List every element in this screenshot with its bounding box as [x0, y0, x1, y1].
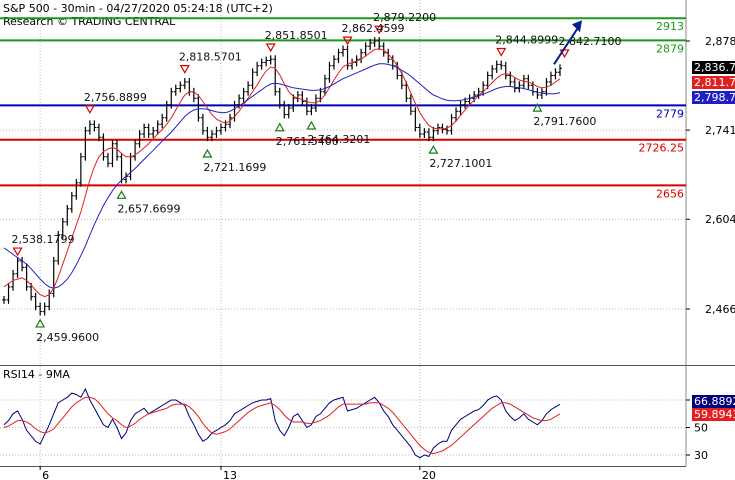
rsi-line [3, 387, 561, 459]
time-axis-label: 20 [422, 469, 436, 480]
chart-title: S&P 500 - 30min - 04/27/2020 05:24:18 (U… [3, 2, 273, 15]
rsi-axis-label: 50 [694, 422, 708, 435]
time-axis-label: 6 [42, 469, 49, 480]
swing-low-label: 2,761.5400 [276, 135, 339, 148]
rsi-ma-line [3, 396, 561, 455]
ma-fast-line [3, 48, 561, 298]
price-axis: 2,878 2,741 2,604 2,466 [686, 35, 735, 316]
rsi-axis-label: 30 [694, 449, 708, 462]
price-tag-label: 2,798.71 [694, 91, 735, 104]
swing-low-label: 2,459.9600 [36, 331, 99, 344]
swing-high-label: 2,842.7100 [559, 35, 622, 48]
level-label-support: 2656 [656, 187, 684, 200]
swing-high-label: 2,844.8999 [495, 34, 558, 47]
swing-low-label: 2,721.1699 [203, 161, 266, 174]
time-axis-label: 13 [223, 469, 237, 480]
rsi-tag-label: 66.8892 [694, 395, 735, 408]
swing-low-label: 2,727.1001 [429, 157, 492, 170]
indicator-lines [3, 387, 561, 459]
level-label-pivot: 2779 [656, 107, 684, 120]
swing-high-label: 2,862.4599 [342, 22, 405, 35]
price-axis-label: 2,741 [705, 124, 735, 137]
up-triangle-marker [306, 120, 317, 130]
down-triangle-marker [84, 105, 95, 114]
down-triangle-marker [179, 65, 190, 74]
level-label-resistance: 2879 [656, 42, 684, 55]
down-triangle-marker [374, 25, 385, 35]
swing-low-label: 2,657.6699 [118, 202, 181, 215]
indicator-gridlines [0, 366, 686, 466]
swing-high-label: 2,879.2200 [373, 11, 436, 24]
price-axis-label: 2,604 [705, 213, 735, 226]
swing-high-label: 2,756.8899 [84, 91, 147, 104]
chart-source: Research © TRADING CENTRAL [3, 15, 176, 28]
swing-markers [12, 25, 570, 328]
ma-slow-line [3, 63, 561, 289]
down-triangle-marker [265, 43, 276, 53]
up-triangle-marker [35, 318, 46, 328]
forecast-arrow-shaft [553, 25, 580, 65]
down-triangle-marker [496, 47, 507, 57]
swing-high-label: 2,851.8501 [265, 29, 328, 42]
forecast-arrow [553, 20, 582, 65]
price-tag-label: 2,836.74 [694, 61, 735, 74]
time-axis: 6 13 20 [39, 466, 436, 480]
up-triangle-marker [274, 122, 285, 132]
price-tag-label: 2,811.74 [694, 76, 735, 89]
indicator-title: RSI14 - 9MA [3, 368, 70, 381]
price-tags: 2,836.74 2,811.74 2,798.71 [692, 61, 735, 104]
down-triangle-marker [12, 247, 23, 257]
price-tag-box [692, 61, 735, 74]
swing-high-label: 2,818.5701 [179, 51, 242, 64]
up-triangle-marker [116, 190, 127, 199]
price-annotations: 2,459.9600 2,538.1799 2,756.8899 2,657.6699… [12, 11, 622, 344]
price-tag-box [692, 91, 735, 104]
price-axis-label: 2,466 [705, 303, 735, 316]
swing-low-label: 2,791.7600 [533, 115, 596, 128]
level-label-resistance: 2913 [656, 20, 684, 33]
price-axis-label: 2,878 [705, 35, 735, 48]
forecast-arrow-head [572, 20, 582, 33]
swing-high-label: 2,538.1799 [12, 233, 75, 246]
key-levels: 2913 2879 2779 2726.25 2656 [0, 17, 686, 200]
up-triangle-marker [202, 148, 213, 158]
swing-low-label: 2,764.3201 [307, 133, 370, 146]
rsi-tag-label: 59.8943 [694, 408, 735, 421]
rsi-tag-box [692, 408, 735, 421]
level-label-support: 2726.25 [639, 142, 685, 155]
moving-averages [3, 48, 561, 298]
down-triangle-marker [342, 36, 353, 46]
up-triangle-marker [428, 144, 439, 154]
price-tag-box [692, 76, 735, 89]
up-triangle-marker [532, 102, 543, 112]
rsi-tag-box [692, 395, 735, 408]
